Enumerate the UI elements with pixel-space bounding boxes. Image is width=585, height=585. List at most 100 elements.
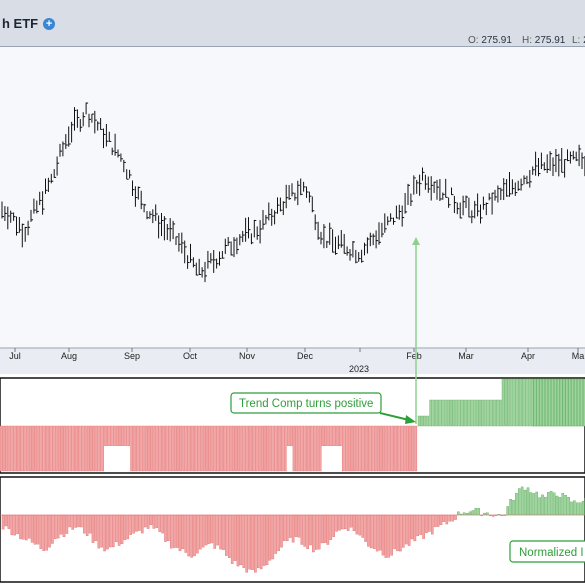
price-bar	[314, 214, 318, 231]
trend-comp-bar	[321, 425, 325, 446]
trend-comp-bar	[104, 425, 107, 446]
normalized-bar	[335, 514, 338, 532]
x-tick-label: Ma	[572, 351, 585, 361]
x-tick-label: Apr	[521, 351, 535, 361]
trend-comp-bar	[173, 425, 177, 472]
normalized-bar	[442, 514, 446, 522]
price-bar	[529, 170, 532, 188]
trend-comp-bar	[240, 425, 244, 472]
normalized-bar	[85, 514, 89, 536]
x-tick-label: Sep	[124, 351, 140, 361]
normalized-bar	[27, 514, 31, 539]
normalized-bar	[344, 514, 347, 530]
trend-comp-bar	[208, 425, 212, 472]
normalized-bar	[91, 514, 95, 543]
normalized-bar	[120, 514, 124, 544]
normalized-bar	[552, 492, 556, 516]
price-bar	[187, 255, 190, 269]
trend-comp-bar	[420, 415, 424, 427]
price-bar	[355, 249, 358, 264]
trend-comp-bar	[34, 425, 38, 472]
price-bar	[198, 258, 202, 276]
normalized-bar	[140, 514, 144, 534]
normalized-bar	[288, 514, 292, 538]
trend-comp-bar	[551, 378, 554, 427]
price-bar	[117, 149, 120, 158]
trend-comp-bar	[583, 378, 585, 427]
trend-comp-bar	[493, 399, 496, 427]
price-bar	[439, 179, 442, 202]
add-icon[interactable]: +	[43, 18, 56, 30]
normalized-bar	[578, 502, 582, 516]
price-bar	[56, 156, 60, 176]
normalized-bar	[346, 514, 350, 531]
trend-comp-bar	[402, 425, 406, 472]
normalized-bar	[573, 500, 576, 516]
trend-comp-bar	[11, 425, 15, 472]
trend-comp-bar	[513, 378, 516, 427]
normalized-bar	[7, 514, 11, 529]
normalized-bar	[312, 514, 315, 553]
trend-comp-bar	[301, 425, 305, 472]
price-bar	[175, 236, 178, 246]
normalized-bar	[164, 514, 167, 542]
price-bar	[294, 192, 297, 201]
trend-annotation-text: Trend Comp turns positive	[239, 398, 373, 410]
trend-comp-bar	[101, 425, 104, 472]
trend-comp-bar	[231, 425, 235, 472]
price-bar	[581, 152, 584, 170]
normalized-bar	[518, 488, 521, 516]
normalized-bar	[291, 514, 295, 543]
price-bar	[132, 180, 135, 197]
trend-comp-bar	[170, 425, 174, 472]
price-bar	[277, 197, 280, 214]
normalized-bar	[201, 514, 205, 548]
normalized-bar	[361, 514, 365, 538]
normalized-bar	[184, 514, 188, 553]
price-bar	[401, 205, 405, 227]
trend-comp-bar	[112, 425, 116, 446]
normalized-bar	[410, 514, 414, 540]
normalized-bar	[167, 514, 170, 542]
normalized-bar	[74, 514, 77, 528]
trend-comp-bar	[124, 425, 128, 446]
price-bar	[123, 159, 126, 173]
trend-comp-bar	[225, 425, 229, 472]
price-bar	[459, 202, 463, 219]
price-bar	[300, 178, 303, 196]
trend-comp-bar	[379, 425, 383, 472]
trend-comp-bar	[376, 425, 380, 472]
price-bar	[216, 258, 219, 269]
normalized-bar	[367, 514, 370, 547]
normalized-bar	[80, 514, 83, 528]
trend-comp-bar	[327, 425, 331, 446]
trend-comp-bar	[72, 425, 75, 472]
normalized-bar	[451, 514, 454, 522]
trend-comp-bar	[249, 425, 252, 472]
price-bar	[395, 205, 399, 219]
trend-comp-bar	[20, 425, 23, 472]
ohlc-open: O: 275.91	[468, 35, 512, 46]
price-bar	[265, 215, 268, 225]
x-axis-ticks: Jul Aug Sep Oct Nov Dec Feb Mar Apr Ma	[9, 348, 584, 361]
normalized-bar	[506, 506, 510, 516]
normalized-bar	[25, 514, 28, 541]
trend-comp-bar	[86, 425, 90, 472]
normalized-bar	[48, 514, 51, 548]
price-bar	[97, 121, 100, 131]
normalized-bar	[433, 514, 437, 527]
normalized-bar	[306, 514, 309, 550]
normalized-bar	[152, 514, 156, 529]
price-bar	[303, 181, 306, 192]
normalized-bar	[51, 514, 54, 544]
trend-comp-bar	[167, 425, 171, 472]
price-bar	[575, 151, 579, 162]
price-bar	[195, 262, 199, 276]
normalized-bar	[219, 514, 222, 550]
normalized-bar	[77, 514, 80, 528]
trend-comp-bar	[199, 425, 203, 472]
normalized-bar	[280, 514, 283, 548]
normalized-bar	[123, 514, 127, 541]
trend-comp-bar	[333, 425, 336, 446]
